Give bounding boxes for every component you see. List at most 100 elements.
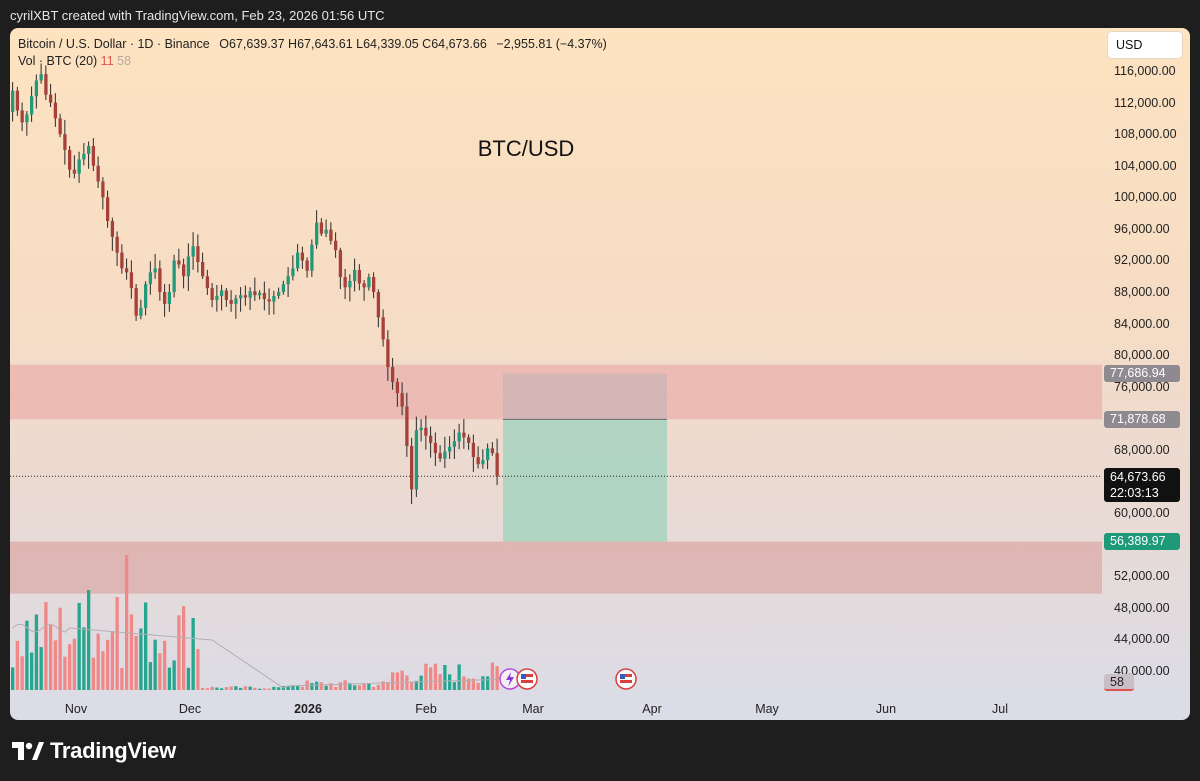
volume-bar: [101, 651, 105, 690]
support-zone: [10, 541, 1102, 594]
candle-body: [495, 453, 499, 477]
volume-bar: [148, 662, 153, 690]
candle-body: [153, 268, 157, 273]
volume-bar: [319, 682, 324, 690]
event-icon-group[interactable]: [499, 668, 637, 690]
candle-body: [120, 252, 124, 269]
chart-legend[interactable]: Bitcoin / U.S. Dollar · 1D · Binance O67…: [18, 36, 607, 70]
candle-body: [267, 299, 271, 302]
candle-body: [186, 256, 191, 277]
price-axis[interactable]: 116,000.00 112,000.00 108,000.00 104,000.00…: [1102, 28, 1190, 700]
volume-bar: [234, 686, 238, 690]
price-tick-label: 84,000.00: [1114, 316, 1170, 331]
candle-body: [414, 430, 419, 490]
volume-bar: [296, 685, 300, 690]
volume-bar: [144, 602, 148, 690]
volume-bar: [348, 683, 352, 690]
volume-bar: [300, 686, 305, 690]
volume-bar: [82, 627, 86, 690]
candle-body: [82, 153, 86, 160]
candle-body: [452, 441, 457, 447]
candle-body: [400, 393, 404, 407]
logo-wordmark: TradingView: [50, 738, 176, 763]
volume-bar: [196, 649, 200, 690]
volume-bar: [372, 687, 376, 690]
us-flag-event-icon: [516, 668, 538, 690]
volume-bar: [476, 682, 480, 690]
candle-body: [201, 262, 205, 277]
volume-bar: [424, 663, 428, 690]
volume-bar: [96, 633, 100, 690]
volume-bar: [443, 664, 447, 690]
volume-bar: [381, 681, 385, 690]
candle-body: [476, 457, 480, 465]
volume-bar: [191, 618, 195, 690]
volume-bar: [120, 667, 124, 690]
volume-bar: [25, 620, 29, 690]
candle-body: [205, 276, 210, 289]
tradingview-logo[interactable]: TradingView: [12, 738, 176, 764]
candle-body: [167, 292, 172, 304]
volume-bar: [315, 681, 319, 690]
volume-bar: [414, 680, 419, 690]
currency-button[interactable]: USD: [1108, 32, 1182, 58]
candle-body: [277, 292, 281, 296]
volume-bar: [376, 684, 381, 690]
countdown-timer: 22:03:13: [1110, 485, 1159, 500]
candle-body: [72, 169, 77, 174]
volume-bar: [291, 685, 295, 690]
candle-body: [125, 268, 129, 273]
candle-body: [372, 277, 376, 293]
time-label-nov: Nov: [64, 702, 88, 716]
time-label-feb: Feb: [415, 702, 437, 716]
target-price-badge: 56,389.97: [1104, 533, 1180, 551]
candle-body: [324, 229, 328, 234]
candles: [11, 63, 499, 505]
candle-body: [262, 292, 267, 300]
volume-bar: [353, 685, 357, 690]
time-axis[interactable]: Nov Dec 2026 Feb Mar Apr May Jun Jul: [10, 698, 1190, 720]
lightning-glyph-icon: [506, 672, 514, 687]
volume-bar: [205, 688, 210, 690]
candle-body: [296, 252, 300, 269]
candle-body: [106, 197, 110, 221]
price-tick-label: 68,000.00: [1114, 442, 1170, 457]
price-tick-label: 96,000.00: [1114, 221, 1170, 236]
price-tick-label: 116,000.00: [1114, 64, 1176, 78]
candle-body: [63, 134, 67, 150]
volume-bar: [34, 614, 39, 690]
candle-body: [177, 260, 181, 265]
volume-bar: [20, 656, 24, 690]
candle-body: [424, 427, 428, 436]
price-tick-label: 52,000.00: [1114, 569, 1170, 584]
volume-bar: [471, 678, 476, 690]
price-tick-label: 112,000.00: [1114, 95, 1176, 110]
time-label-mar: Mar: [522, 702, 544, 716]
volume-row: Vol · BTC (20) 11 58: [18, 53, 607, 70]
candle-body: [419, 427, 423, 431]
volume-bar: [110, 631, 115, 690]
volume-bar: [452, 682, 457, 690]
candle-body: [87, 146, 91, 154]
candle-body: [410, 446, 414, 490]
candle-body: [281, 284, 286, 293]
resistance-zone: [10, 364, 1102, 420]
volume-bar: [163, 640, 167, 690]
candle-body: [433, 442, 438, 454]
chart-frame[interactable]: BTC/USD Bitcoin / U.S. Dollar · 1D · Bin…: [10, 28, 1190, 720]
candle-body: [376, 292, 381, 318]
volume-bar: [182, 606, 186, 690]
volume-bar: [362, 683, 366, 690]
volume-bar: [220, 688, 224, 690]
top-bar: cyrilXBT created with TradingView.com, F…: [0, 0, 1200, 28]
volume-bar: [310, 683, 314, 690]
candle-body: [34, 80, 39, 97]
volume-bar: [338, 682, 343, 690]
candle-body: [448, 446, 452, 452]
candle-body: [163, 292, 167, 304]
candle-body: [129, 272, 134, 289]
chart-canvas[interactable]: BTC/USD: [10, 28, 1190, 720]
volume-bar: [272, 686, 276, 690]
volume-ma-line: [12, 623, 498, 689]
candle-body: [110, 221, 115, 237]
